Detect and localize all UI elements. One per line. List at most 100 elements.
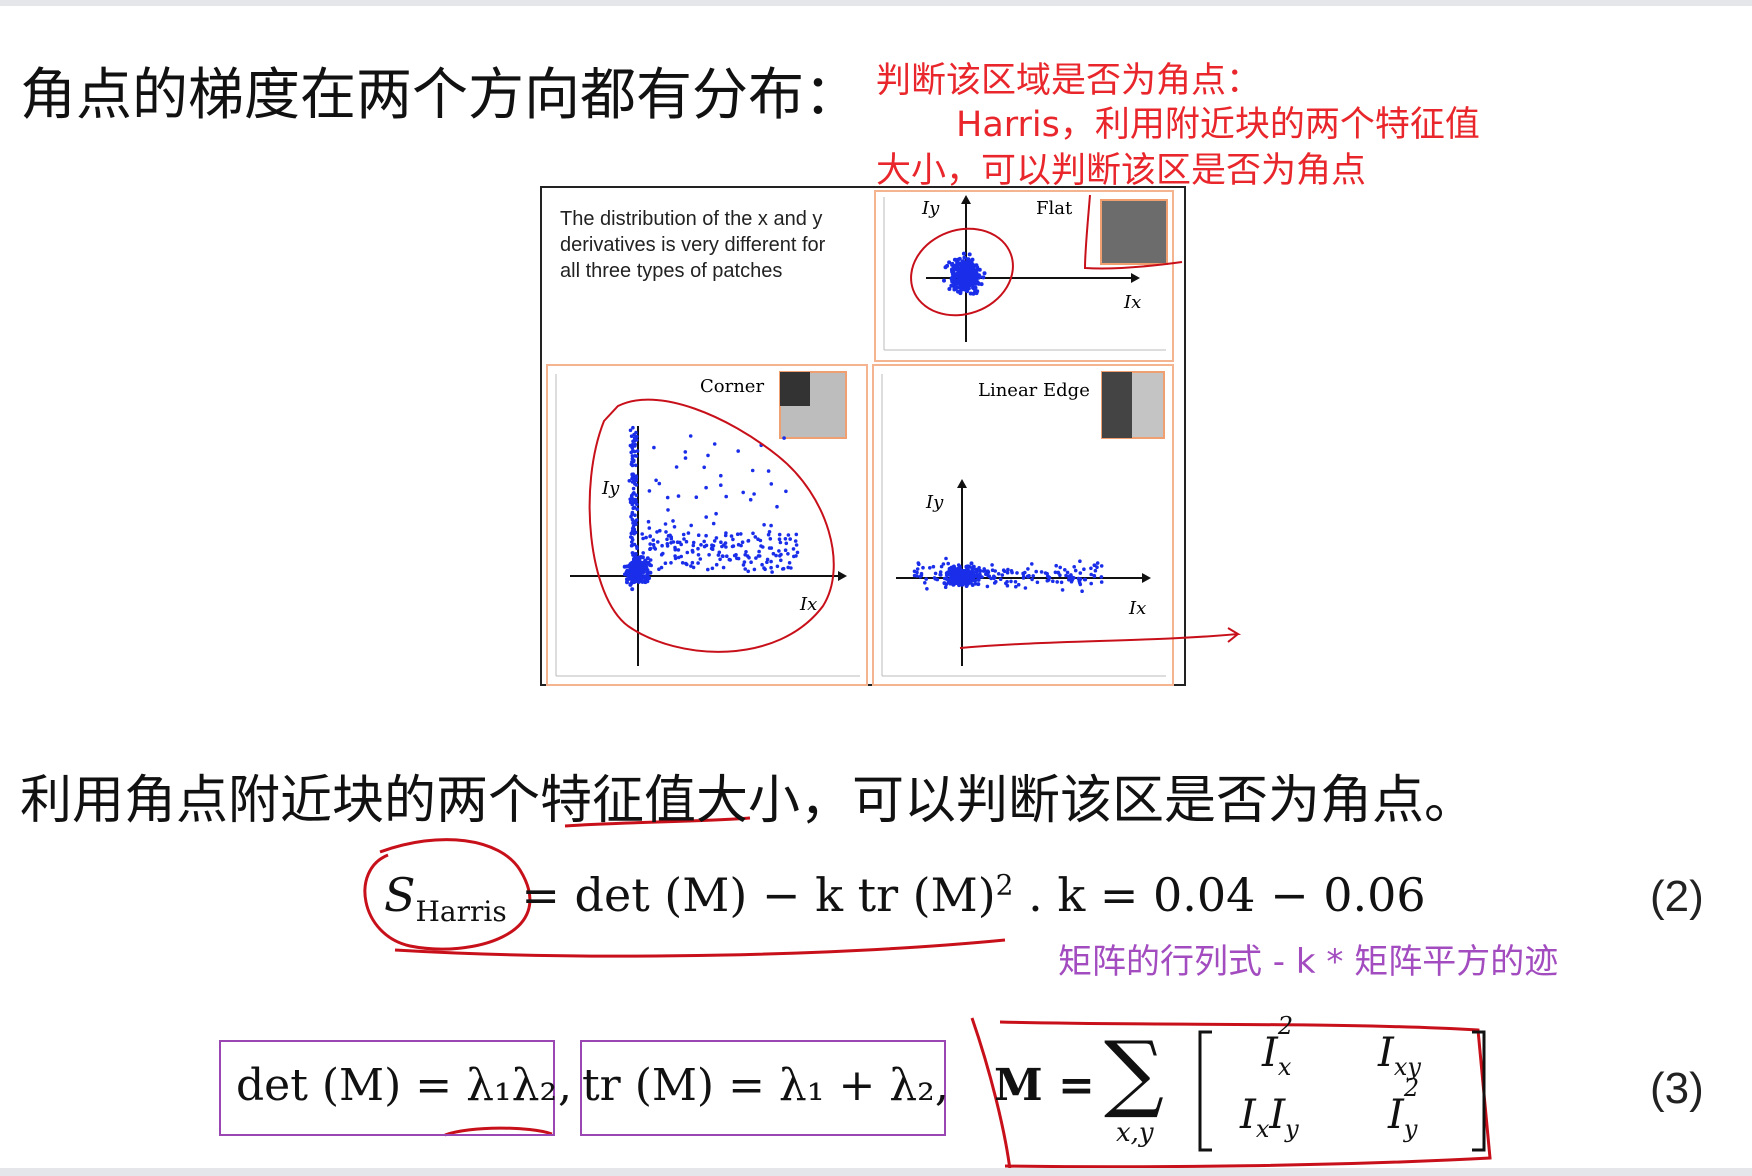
corner-x-axis-label: Ix: [799, 594, 817, 615]
matrix-cell-12: Ixy: [1378, 1030, 1421, 1081]
corner-scatter-point: [634, 519, 638, 523]
corner-scatter-point: [647, 526, 652, 530]
edge-scatter-point: [1080, 589, 1084, 593]
edge-scatter-point: [1099, 564, 1104, 568]
edge-scatter-point: [935, 577, 940, 582]
corner-scatter-point: [742, 560, 747, 564]
det-tr-separator: ,: [558, 1060, 572, 1111]
edge-scatter-point: [1010, 570, 1014, 575]
corner-scatter-point: [665, 542, 670, 546]
corner-scatter-point: [694, 495, 699, 499]
flat-scatter-point: [950, 262, 955, 267]
corner-panel-label: Corner: [700, 376, 764, 397]
flat-scatter-point: [955, 272, 960, 277]
corner-scatter-point: [762, 566, 766, 570]
edge-scatter-point: [1069, 577, 1073, 582]
sum-symbol: ∑: [1104, 1023, 1164, 1121]
corner-scatter-point: [661, 551, 665, 556]
corner-scatter-point: [696, 553, 701, 557]
corner-scatter-point: [631, 564, 636, 569]
corner-scatter-point: [641, 551, 645, 555]
flat-scatter-point: [958, 270, 963, 275]
flat-scatter-point: [955, 281, 960, 285]
flat-panel-label: Flat: [1036, 198, 1073, 219]
flat-scatter-point: [947, 287, 952, 291]
corner-scatter-point: [754, 556, 758, 560]
flat-x-axis-label: Ix: [1123, 292, 1141, 313]
edge-scatter-point: [976, 577, 981, 582]
corner-scatter-point: [724, 494, 728, 499]
edge-scatter-point: [915, 567, 920, 571]
corner-scatter-point: [685, 550, 690, 555]
corner-scatter-point: [634, 552, 638, 556]
edge-scatter-point: [924, 577, 928, 581]
corner-scatter-point: [666, 508, 670, 512]
corner-scatter-point: [707, 553, 711, 557]
flat-scatter-point: [976, 281, 981, 286]
corner-scatter-point: [735, 532, 740, 536]
corner-scatter-point: [783, 548, 788, 552]
corner-scatter-point: [719, 473, 723, 478]
corner-scatter-point: [675, 540, 680, 544]
corner-scatter-point: [631, 476, 635, 480]
edge-scatter-point: [948, 567, 953, 572]
corner-scatter-point: [716, 553, 721, 557]
corner-scatter-point: [787, 561, 792, 565]
edge-scatter-point: [1031, 574, 1035, 578]
corner-scatter-point: [704, 533, 708, 538]
edge-scatter-point: [1093, 568, 1098, 573]
corner-scatter-point: [743, 567, 747, 571]
flat-scatter-point: [970, 283, 975, 287]
corner-scatter-point: [674, 465, 679, 469]
corner-scatter-point: [689, 564, 693, 568]
flat-scatter-point: [963, 260, 968, 265]
corner-scatter-point: [630, 454, 635, 458]
corner-scatter-point: [723, 541, 728, 545]
corner-scatter-point: [624, 570, 629, 575]
edge-scatter-point: [1059, 580, 1064, 585]
corner-scatter-point: [656, 540, 660, 544]
edge-scatter-point: [1092, 574, 1097, 579]
corner-scatter-point: [631, 497, 635, 501]
annotation-line-2: Harris，利用附近块的两个特征值: [956, 105, 1480, 145]
flat-scatter-point: [964, 275, 969, 279]
edge-scatter-point: [923, 581, 927, 585]
corner-scatter-point: [669, 536, 674, 541]
edge-scatter-point: [1051, 579, 1055, 583]
corner-scatter-point: [766, 469, 771, 473]
edge-scatter-point: [957, 582, 961, 587]
edge-scatter-point: [980, 575, 984, 579]
flat-patch-image: [1100, 199, 1168, 265]
annotation-line-3: 大小，可以判断该区是否为角点: [876, 151, 1367, 191]
corner-scatter-point: [749, 560, 753, 564]
linear-edge-panel: Iy Ix Linear Edge: [872, 364, 1174, 686]
corner-scatter-point: [647, 489, 652, 493]
corner-scatter-point: [631, 521, 635, 525]
edge-scatter-point: [915, 570, 919, 575]
edge-scatter-point: [998, 577, 1003, 581]
corner-scatter-point: [633, 555, 638, 559]
corner-scatter-point: [648, 534, 652, 538]
corner-scatter-point: [743, 553, 747, 557]
corner-scatter-point: [736, 542, 741, 547]
corner-scatter-point: [634, 454, 639, 458]
edge-scatter-point: [946, 561, 950, 566]
trace-box: [580, 1040, 946, 1136]
corner-scatter-point: [690, 560, 695, 565]
edge-scatter-point: [982, 567, 986, 571]
edge-scatter-point: [941, 562, 946, 566]
edge-scatter-point: [1089, 572, 1093, 577]
edge-scatter-point: [1077, 578, 1081, 583]
edge-scatter-point: [942, 576, 947, 581]
edge-scatter-point: [933, 571, 938, 576]
edge-scatter-point: [1005, 579, 1009, 584]
edge-scatter-point: [992, 575, 997, 580]
corner-scatter-point: [720, 544, 724, 549]
corner-scatter-point: [740, 540, 745, 544]
corner-scatter-point: [632, 458, 636, 463]
edge-scatter-point: [996, 572, 1001, 576]
edge-panel-label: Linear Edge: [978, 380, 1090, 401]
corner-scatter-point: [644, 535, 648, 540]
corner-scatter-point: [646, 519, 651, 524]
